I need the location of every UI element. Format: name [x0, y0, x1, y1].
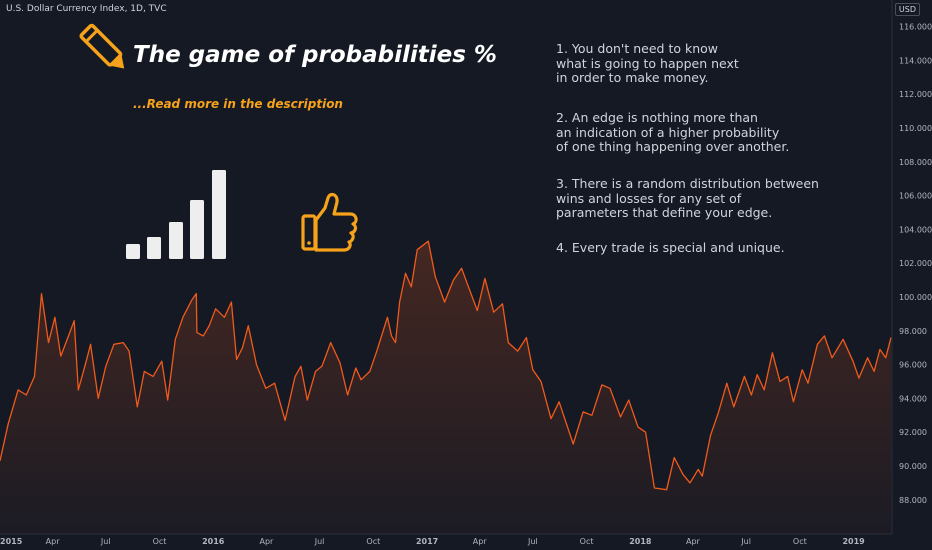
series-area-fill — [0, 241, 891, 534]
pencil-icon — [79, 23, 125, 69]
y-tick-label: 88.000 — [899, 496, 927, 505]
x-tick-label: Oct — [793, 537, 807, 546]
x-tick-label: Oct — [366, 537, 380, 546]
x-tick-label: Apr — [46, 537, 61, 546]
x-tick-label: 2019 — [842, 537, 865, 546]
x-tick-label: Jul — [314, 537, 325, 546]
y-tick-label: 90.000 — [899, 462, 927, 471]
note-1: 1. You don't need to know what is going … — [556, 41, 739, 85]
y-tick-label: 112.000 — [899, 90, 932, 99]
x-tick-label: Jul — [740, 537, 751, 546]
x-tick-label: Apr — [473, 537, 488, 546]
x-tick-label: Jul — [527, 537, 538, 546]
x-tick-label: 2015 — [0, 537, 23, 546]
y-tick-label: 92.000 — [899, 428, 927, 437]
y-tick-label: 116.000 — [899, 23, 932, 32]
note-4: 4. Every trade is special and unique. — [556, 240, 785, 255]
headline: The game of probabilities % — [133, 42, 497, 68]
x-tick-label: Apr — [686, 537, 701, 546]
symbol-title[interactable]: U.S. Dollar Currency Index, 1D, TVC — [6, 4, 167, 14]
x-tick-label: Jul — [100, 537, 111, 546]
y-tick-label: 106.000 — [899, 192, 932, 201]
price-series — [0, 240, 892, 534]
time-axis[interactable]: 2015 Apr Jul Oct 2016 Apr Jul Oct 2017 Apr Jul Oct 2… — [0, 533, 892, 546]
x-tick-label: 2018 — [629, 537, 652, 546]
series-line — [0, 240, 892, 491]
thumbs-up-icon — [301, 192, 358, 252]
y-tick-label: 108.000 — [899, 158, 932, 167]
y-tick-label: 104.000 — [899, 225, 932, 234]
x-tick-label: Oct — [580, 537, 594, 546]
y-tick-label: 110.000 — [899, 124, 932, 133]
x-tick-label: Oct — [153, 537, 167, 546]
description-link: ...Read more in the description — [133, 97, 343, 111]
price-axis[interactable]: 88.000 90.000 92.000 94.000 96.000 98.000 100.… — [891, 0, 932, 534]
currency-badge[interactable]: USD — [894, 3, 920, 16]
x-tick-label: 2016 — [202, 537, 225, 546]
signal-bars-icon — [126, 170, 226, 259]
note-2: 2. An edge is nothing more than an indic… — [556, 110, 790, 154]
y-tick-label: 114.000 — [899, 56, 932, 65]
x-tick-label: Apr — [260, 537, 275, 546]
y-tick-label: 102.000 — [899, 259, 932, 268]
note-3: 3. There is a random distribution betwee… — [556, 176, 819, 220]
y-tick-label: 98.000 — [899, 327, 927, 336]
y-tick-label: 94.000 — [899, 394, 927, 403]
y-tick-label: 100.000 — [899, 293, 932, 302]
y-tick-label: 96.000 — [899, 361, 927, 370]
x-tick-label: 2017 — [416, 537, 438, 546]
